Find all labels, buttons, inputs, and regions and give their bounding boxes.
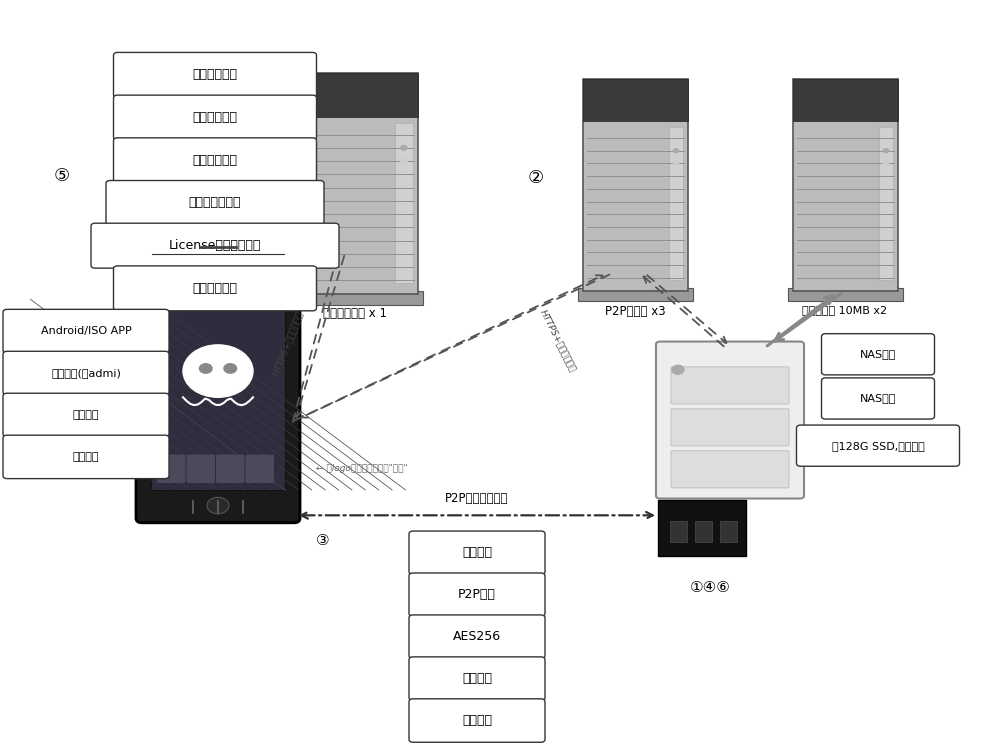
FancyBboxPatch shape: [822, 333, 934, 374]
Text: Android/ISO APP: Android/ISO APP: [41, 326, 131, 336]
Text: P2P驿道: P2P驿道: [458, 588, 496, 601]
FancyBboxPatch shape: [186, 455, 215, 483]
FancyBboxPatch shape: [671, 367, 789, 404]
FancyBboxPatch shape: [216, 455, 244, 483]
Text: AES256: AES256: [453, 630, 501, 643]
FancyBboxPatch shape: [788, 288, 902, 301]
FancyBboxPatch shape: [671, 409, 789, 446]
FancyBboxPatch shape: [288, 291, 422, 305]
Text: HTTPS+授权安全链接: HTTPS+授权安全链接: [538, 308, 578, 374]
FancyBboxPatch shape: [409, 573, 545, 616]
FancyBboxPatch shape: [656, 342, 804, 499]
FancyBboxPatch shape: [151, 286, 285, 490]
FancyBboxPatch shape: [3, 309, 169, 353]
FancyBboxPatch shape: [3, 435, 169, 479]
Text: NAS主板: NAS主板: [860, 393, 896, 404]
Circle shape: [673, 149, 679, 153]
Circle shape: [883, 149, 889, 153]
FancyBboxPatch shape: [106, 181, 324, 225]
Circle shape: [224, 364, 237, 373]
Text: 加密算法: 加密算法: [462, 714, 492, 727]
Text: ⑤: ⑤: [54, 167, 70, 185]
FancyBboxPatch shape: [409, 699, 545, 742]
Text: 大数据分析系统: 大数据分析系统: [189, 196, 241, 210]
FancyBboxPatch shape: [246, 455, 274, 483]
FancyBboxPatch shape: [395, 124, 413, 282]
Text: 安全密鑰: 安全密鑰: [462, 672, 492, 685]
Circle shape: [883, 162, 889, 166]
FancyBboxPatch shape: [292, 73, 418, 117]
Text: ②: ②: [528, 169, 544, 187]
Text: ①④⑥: ①④⑥: [690, 580, 730, 595]
Text: 云平台服务器 x 1: 云平台服务器 x 1: [323, 307, 387, 320]
Text: ← 此logo为借用易华录的"葫芦": ← 此logo为借用易华录的"葫芦": [316, 464, 408, 473]
FancyBboxPatch shape: [292, 73, 418, 294]
FancyBboxPatch shape: [3, 351, 169, 395]
FancyBboxPatch shape: [409, 615, 545, 658]
FancyBboxPatch shape: [879, 127, 893, 280]
Text: P2P隧道安全通道: P2P隧道安全通道: [445, 491, 509, 505]
FancyBboxPatch shape: [792, 79, 898, 121]
Text: 远程控制: 远程控制: [73, 452, 99, 462]
FancyBboxPatch shape: [792, 79, 898, 291]
FancyBboxPatch shape: [695, 521, 712, 542]
Text: 终端管理系统: 终端管理系统: [192, 282, 238, 295]
Text: License授权管理系统: License授权管理系统: [169, 239, 261, 252]
Text: 设备管理系统: 设备管理系统: [192, 111, 238, 124]
Text: 文件操作: 文件操作: [73, 410, 99, 420]
Text: 用户管理(限admi): 用户管理(限admi): [51, 368, 121, 378]
Text: （128G SSD,可扩展）: （128G SSD,可扩展）: [832, 440, 924, 451]
FancyBboxPatch shape: [669, 127, 683, 280]
FancyBboxPatch shape: [582, 79, 688, 291]
Text: 账户中心系统: 账户中心系统: [192, 68, 238, 82]
FancyBboxPatch shape: [91, 223, 339, 268]
Text: 转发服务器 10MB x2: 转发服务器 10MB x2: [802, 305, 888, 315]
Circle shape: [183, 345, 253, 397]
Circle shape: [199, 364, 212, 373]
FancyBboxPatch shape: [671, 451, 789, 488]
FancyBboxPatch shape: [113, 95, 316, 140]
Circle shape: [207, 497, 229, 514]
Text: ③: ③: [316, 533, 330, 548]
FancyBboxPatch shape: [670, 521, 687, 542]
Circle shape: [673, 162, 679, 166]
FancyBboxPatch shape: [113, 138, 316, 183]
FancyBboxPatch shape: [578, 288, 692, 301]
Circle shape: [401, 145, 407, 150]
FancyBboxPatch shape: [796, 425, 960, 466]
FancyBboxPatch shape: [136, 231, 300, 523]
Text: NAS服务: NAS服务: [860, 349, 896, 360]
Circle shape: [672, 366, 684, 374]
FancyBboxPatch shape: [658, 500, 746, 556]
FancyBboxPatch shape: [113, 266, 316, 311]
FancyBboxPatch shape: [822, 377, 934, 419]
FancyBboxPatch shape: [409, 657, 545, 700]
Text: HTTPS+授权安全链接: HTTPS+授权安全链接: [272, 309, 304, 377]
FancyBboxPatch shape: [720, 521, 737, 542]
Text: P2P服务器 x3: P2P服务器 x3: [605, 305, 665, 318]
FancyBboxPatch shape: [113, 52, 316, 97]
Text: 客户管理系统: 客户管理系统: [192, 154, 238, 167]
FancyBboxPatch shape: [3, 393, 169, 437]
Text: 隐私保护: 隐私保护: [462, 546, 492, 560]
FancyBboxPatch shape: [409, 531, 545, 574]
Circle shape: [401, 159, 407, 163]
FancyBboxPatch shape: [582, 79, 688, 121]
FancyBboxPatch shape: [157, 455, 186, 483]
